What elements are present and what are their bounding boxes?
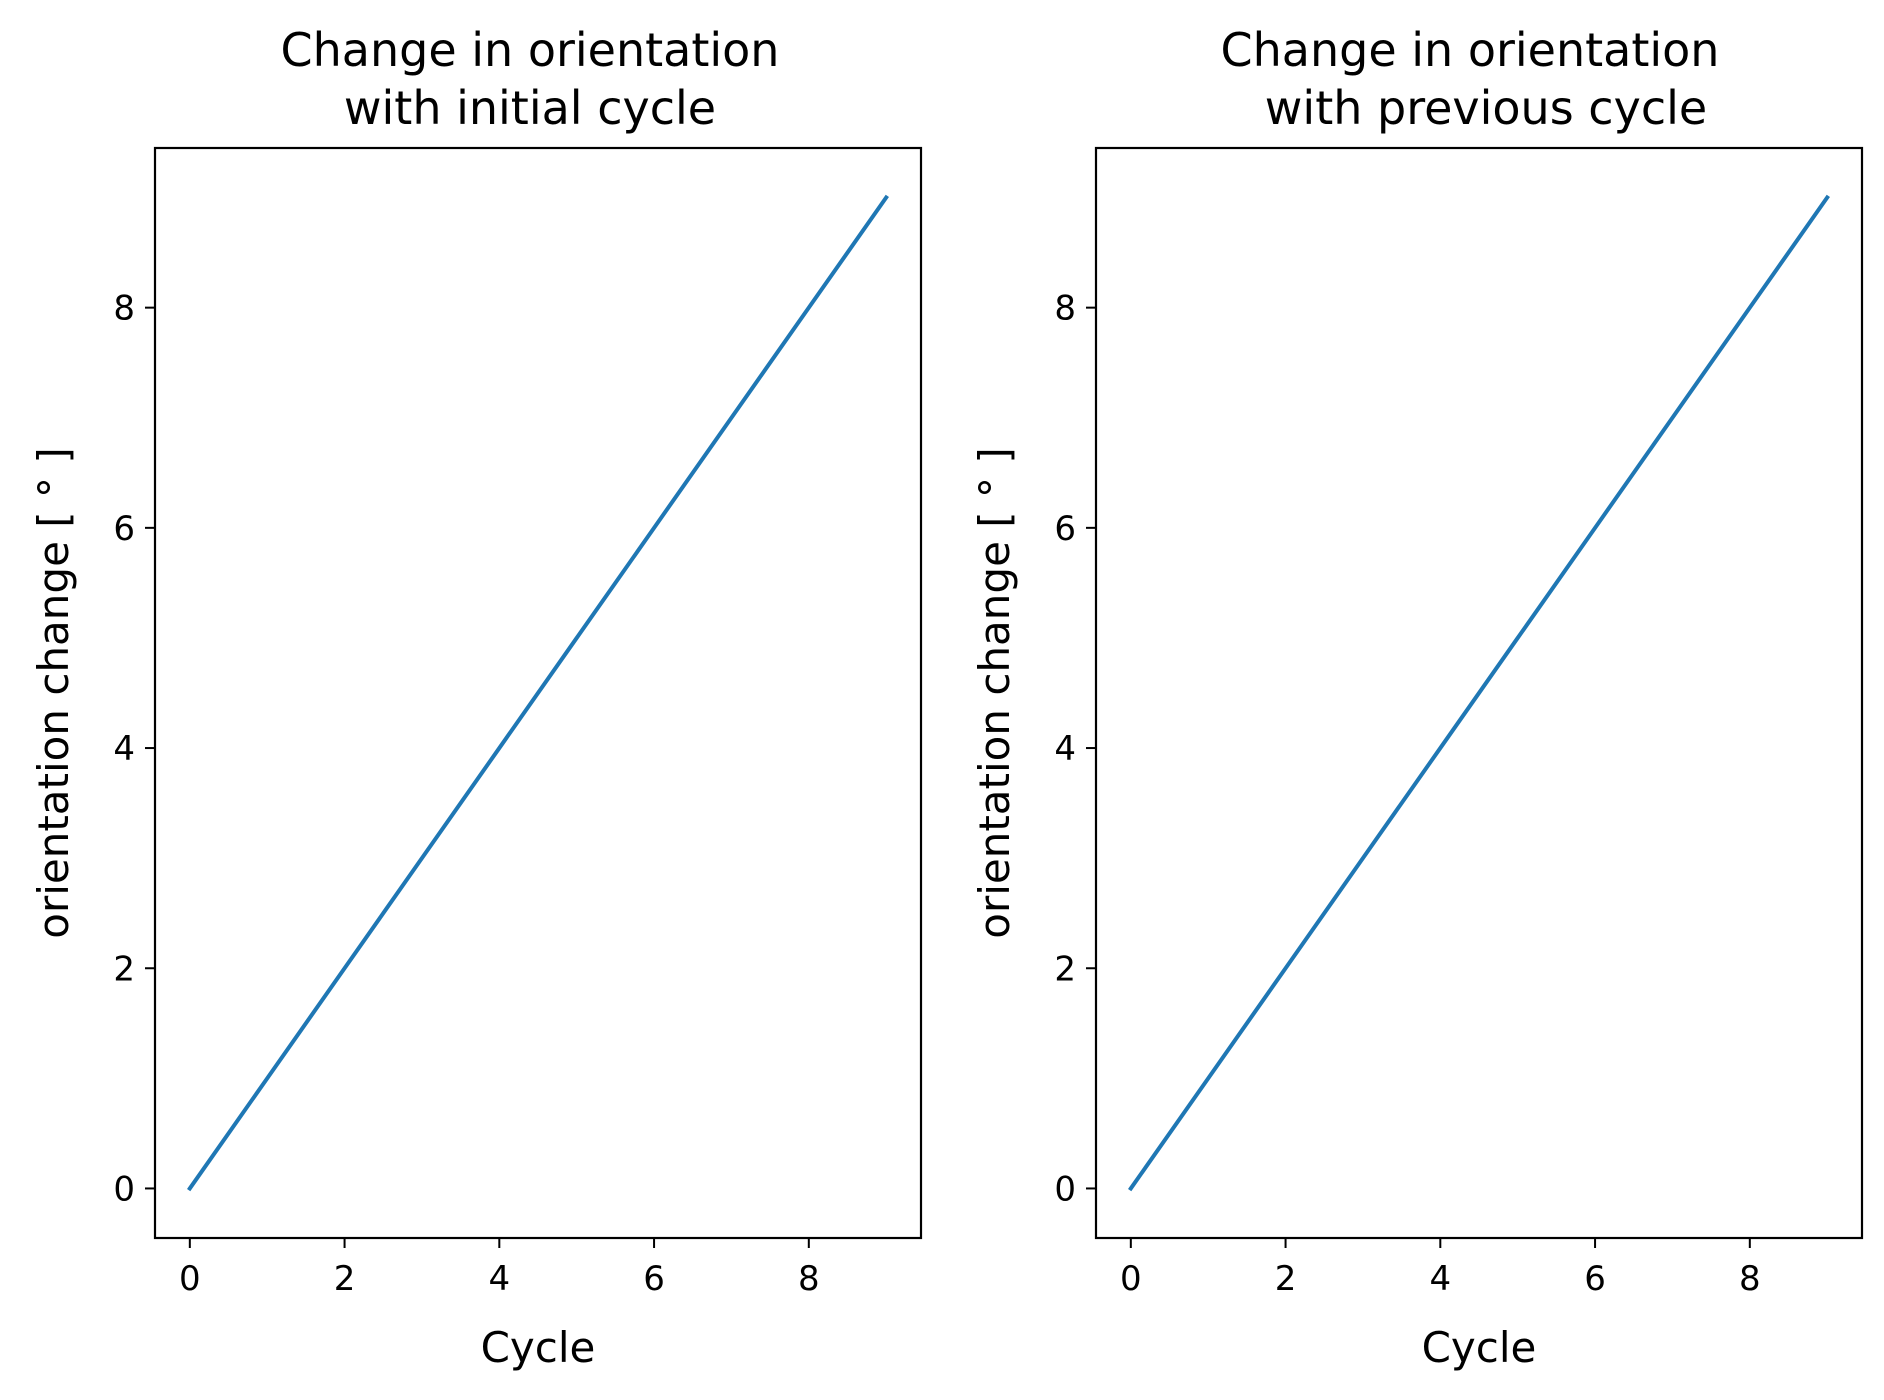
y-tick-label: 8: [113, 289, 135, 329]
y-tick-label: 6: [1054, 509, 1076, 549]
series-line: [187, 194, 889, 1192]
y-axis-label: orientation change [ ° ]: [29, 447, 78, 939]
y-tick-label: 4: [113, 729, 135, 769]
chart-title-line-2: with previous cycle: [1265, 81, 1707, 135]
chart-panel-previous-cycle: Change in orientation with previous cycl…: [970, 23, 1864, 1372]
x-tick-label: 4: [1429, 1259, 1451, 1299]
y-axis-label: orientation change [ ° ]: [970, 447, 1019, 939]
x-tick-label: 2: [334, 1259, 356, 1299]
y-tick-label: 0: [113, 1169, 135, 1209]
y-tick-label: 4: [1054, 729, 1076, 769]
plot-area-frame: [1094, 146, 1864, 1240]
series-line: [1128, 194, 1830, 1192]
x-ticks: 0 2 4 6 8: [179, 1238, 820, 1299]
y-ticks: 0 2 4 6 8: [1054, 289, 1096, 1209]
chart-title-line-1: Change in orientation: [1221, 23, 1720, 77]
x-tick-label: 6: [1584, 1259, 1606, 1299]
series-group: [1128, 194, 1830, 1192]
series-group: [187, 194, 889, 1192]
x-tick-label: 2: [1275, 1259, 1297, 1299]
x-tick-label: 0: [1120, 1259, 1142, 1299]
chart-title-line-1: Change in orientation: [281, 23, 780, 77]
x-ticks: 0 2 4 6 8: [1120, 1238, 1761, 1299]
x-tick-label: 4: [488, 1259, 510, 1299]
y-tick-label: 0: [1054, 1169, 1076, 1209]
x-tick-label: 8: [1739, 1259, 1761, 1299]
y-tick-label: 6: [113, 509, 135, 549]
y-ticks: 0 2 4 6 8: [113, 289, 155, 1209]
y-tick-label: 2: [1054, 949, 1076, 989]
x-tick-label: 6: [643, 1259, 665, 1299]
y-tick-label: 8: [1054, 289, 1076, 329]
plot-area-frame: [153, 146, 923, 1240]
x-tick-label: 8: [798, 1259, 820, 1299]
x-axis-label: Cycle: [481, 1323, 596, 1372]
chart-title-line-2: with initial cycle: [344, 81, 716, 135]
y-tick-label: 2: [113, 949, 135, 989]
x-axis-label: Cycle: [1422, 1323, 1537, 1372]
x-tick-label: 0: [179, 1259, 201, 1299]
chart-panel-initial-cycle: Change in orientation with initial cycle…: [29, 23, 923, 1372]
